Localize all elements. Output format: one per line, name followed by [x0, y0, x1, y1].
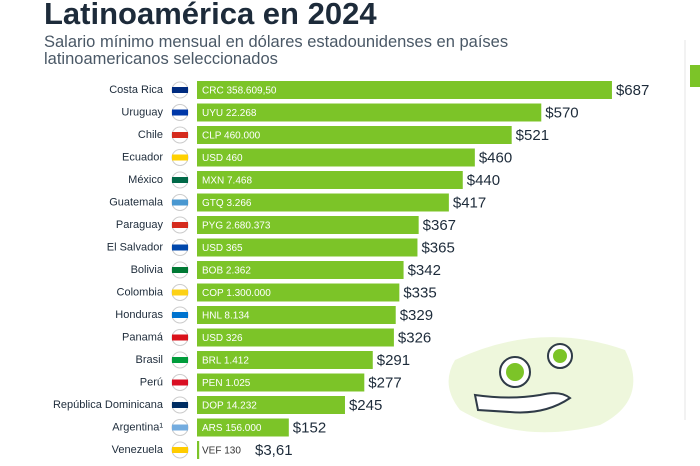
- bar: [197, 103, 542, 122]
- flag-icon: [172, 199, 188, 206]
- bar: [197, 261, 404, 279]
- category-label: Guatemala: [109, 196, 164, 208]
- local-currency-label: UYU 22.268: [202, 108, 257, 119]
- value-label: $277: [368, 374, 401, 391]
- category-label: Argentina¹: [112, 421, 163, 433]
- bar: [197, 418, 289, 437]
- local-currency-label: CLP 460.000: [202, 131, 261, 142]
- flag-icon: [172, 87, 188, 93]
- value-label: $521: [516, 127, 549, 144]
- value-label: $245: [349, 397, 382, 414]
- flag-icon: [172, 177, 188, 183]
- category-label: Colombia: [117, 286, 164, 298]
- value-label: $329: [400, 307, 433, 324]
- local-currency-label: PEN 1.025: [202, 378, 251, 389]
- decoration-blob: [448, 337, 634, 433]
- value-label: $326: [398, 329, 431, 346]
- category-label: Honduras: [115, 309, 163, 321]
- category-label: Bolivia: [131, 264, 164, 276]
- category-label: Brasil: [135, 354, 163, 366]
- bar: [197, 441, 200, 459]
- value-label: $335: [403, 284, 436, 301]
- flag-icon: [172, 447, 188, 453]
- value-label: $367: [423, 217, 456, 234]
- bar: [197, 193, 449, 212]
- bar: [197, 351, 373, 369]
- category-label: Ecuador: [122, 151, 163, 163]
- local-currency-label: CRC 358.609,50: [202, 86, 277, 97]
- chart-subtitle: Salario mínimo mensual en dólares estado…: [44, 33, 509, 68]
- category-label: México: [128, 174, 163, 186]
- chart-title: Latinoamérica en 2024: [44, 0, 377, 31]
- flag-icon: [172, 334, 188, 341]
- category-label: Uruguay: [121, 106, 163, 118]
- value-label: $152: [293, 419, 326, 436]
- local-currency-label: USD 460: [202, 153, 243, 164]
- bar: [197, 216, 419, 234]
- local-currency-label: GTQ 3.266: [202, 198, 252, 209]
- bar: [197, 148, 475, 167]
- bar: [197, 81, 612, 99]
- category-label: República Dominicana: [53, 399, 164, 411]
- bar: [197, 396, 345, 414]
- bar: [197, 306, 396, 324]
- bar: [197, 126, 512, 144]
- local-currency-label: ARS 156.000: [202, 423, 262, 434]
- local-currency-label: BRL 1.412: [202, 356, 249, 367]
- value-label: $291: [377, 352, 410, 369]
- hand-icon: [473, 392, 572, 414]
- local-currency-label: HNL 8.134: [202, 311, 250, 322]
- category-label: Venezuela: [112, 444, 164, 456]
- category-label: Paraguay: [116, 219, 164, 231]
- flag-icon: [172, 357, 188, 363]
- flag-icon: [172, 312, 188, 318]
- ui-edge: [690, 65, 700, 87]
- bar: [197, 373, 365, 392]
- bar: [197, 283, 400, 302]
- category-label: Costa Rica: [109, 84, 164, 96]
- value-label: $342: [408, 262, 441, 279]
- flag-icon: [172, 267, 188, 273]
- flag-icon: [172, 154, 188, 161]
- value-label: $365: [421, 239, 454, 256]
- local-currency-label: DOP 14.232: [202, 401, 257, 412]
- category-label: Chile: [138, 129, 163, 141]
- local-currency-label: USD 365: [202, 243, 243, 254]
- category-label: Perú: [140, 376, 163, 388]
- coin-icon: [553, 349, 567, 363]
- value-label: $440: [467, 172, 500, 189]
- flag-icon: [172, 289, 188, 296]
- bar: [197, 328, 394, 347]
- local-currency-label: BOB 2.362: [202, 266, 251, 277]
- flag-icon: [172, 424, 188, 431]
- local-currency-label: USD 326: [202, 333, 243, 344]
- local-currency-label: PYG 2.680.373: [202, 221, 271, 232]
- local-currency-label: COP 1.300.000: [202, 288, 271, 299]
- flag-icon: [172, 222, 188, 228]
- value-label: $460: [479, 149, 512, 166]
- flag-icon: [172, 379, 188, 386]
- bar: [197, 171, 463, 189]
- category-label: Panamá: [122, 331, 164, 343]
- local-currency-label: MXN 7.468: [202, 176, 252, 187]
- value-label: $687: [616, 82, 649, 99]
- local-currency-label: VEF 130: [202, 446, 241, 457]
- bar: [197, 238, 418, 257]
- value-label: $3,61: [255, 442, 293, 459]
- flag-icon: [172, 109, 188, 116]
- category-label: El Salvador: [107, 241, 164, 253]
- flag-icon: [172, 402, 188, 408]
- flag-icon: [172, 244, 188, 251]
- flag-icon: [172, 132, 188, 138]
- value-label: $417: [453, 194, 486, 211]
- coin-icon: [506, 363, 524, 381]
- value-label: $570: [545, 104, 578, 121]
